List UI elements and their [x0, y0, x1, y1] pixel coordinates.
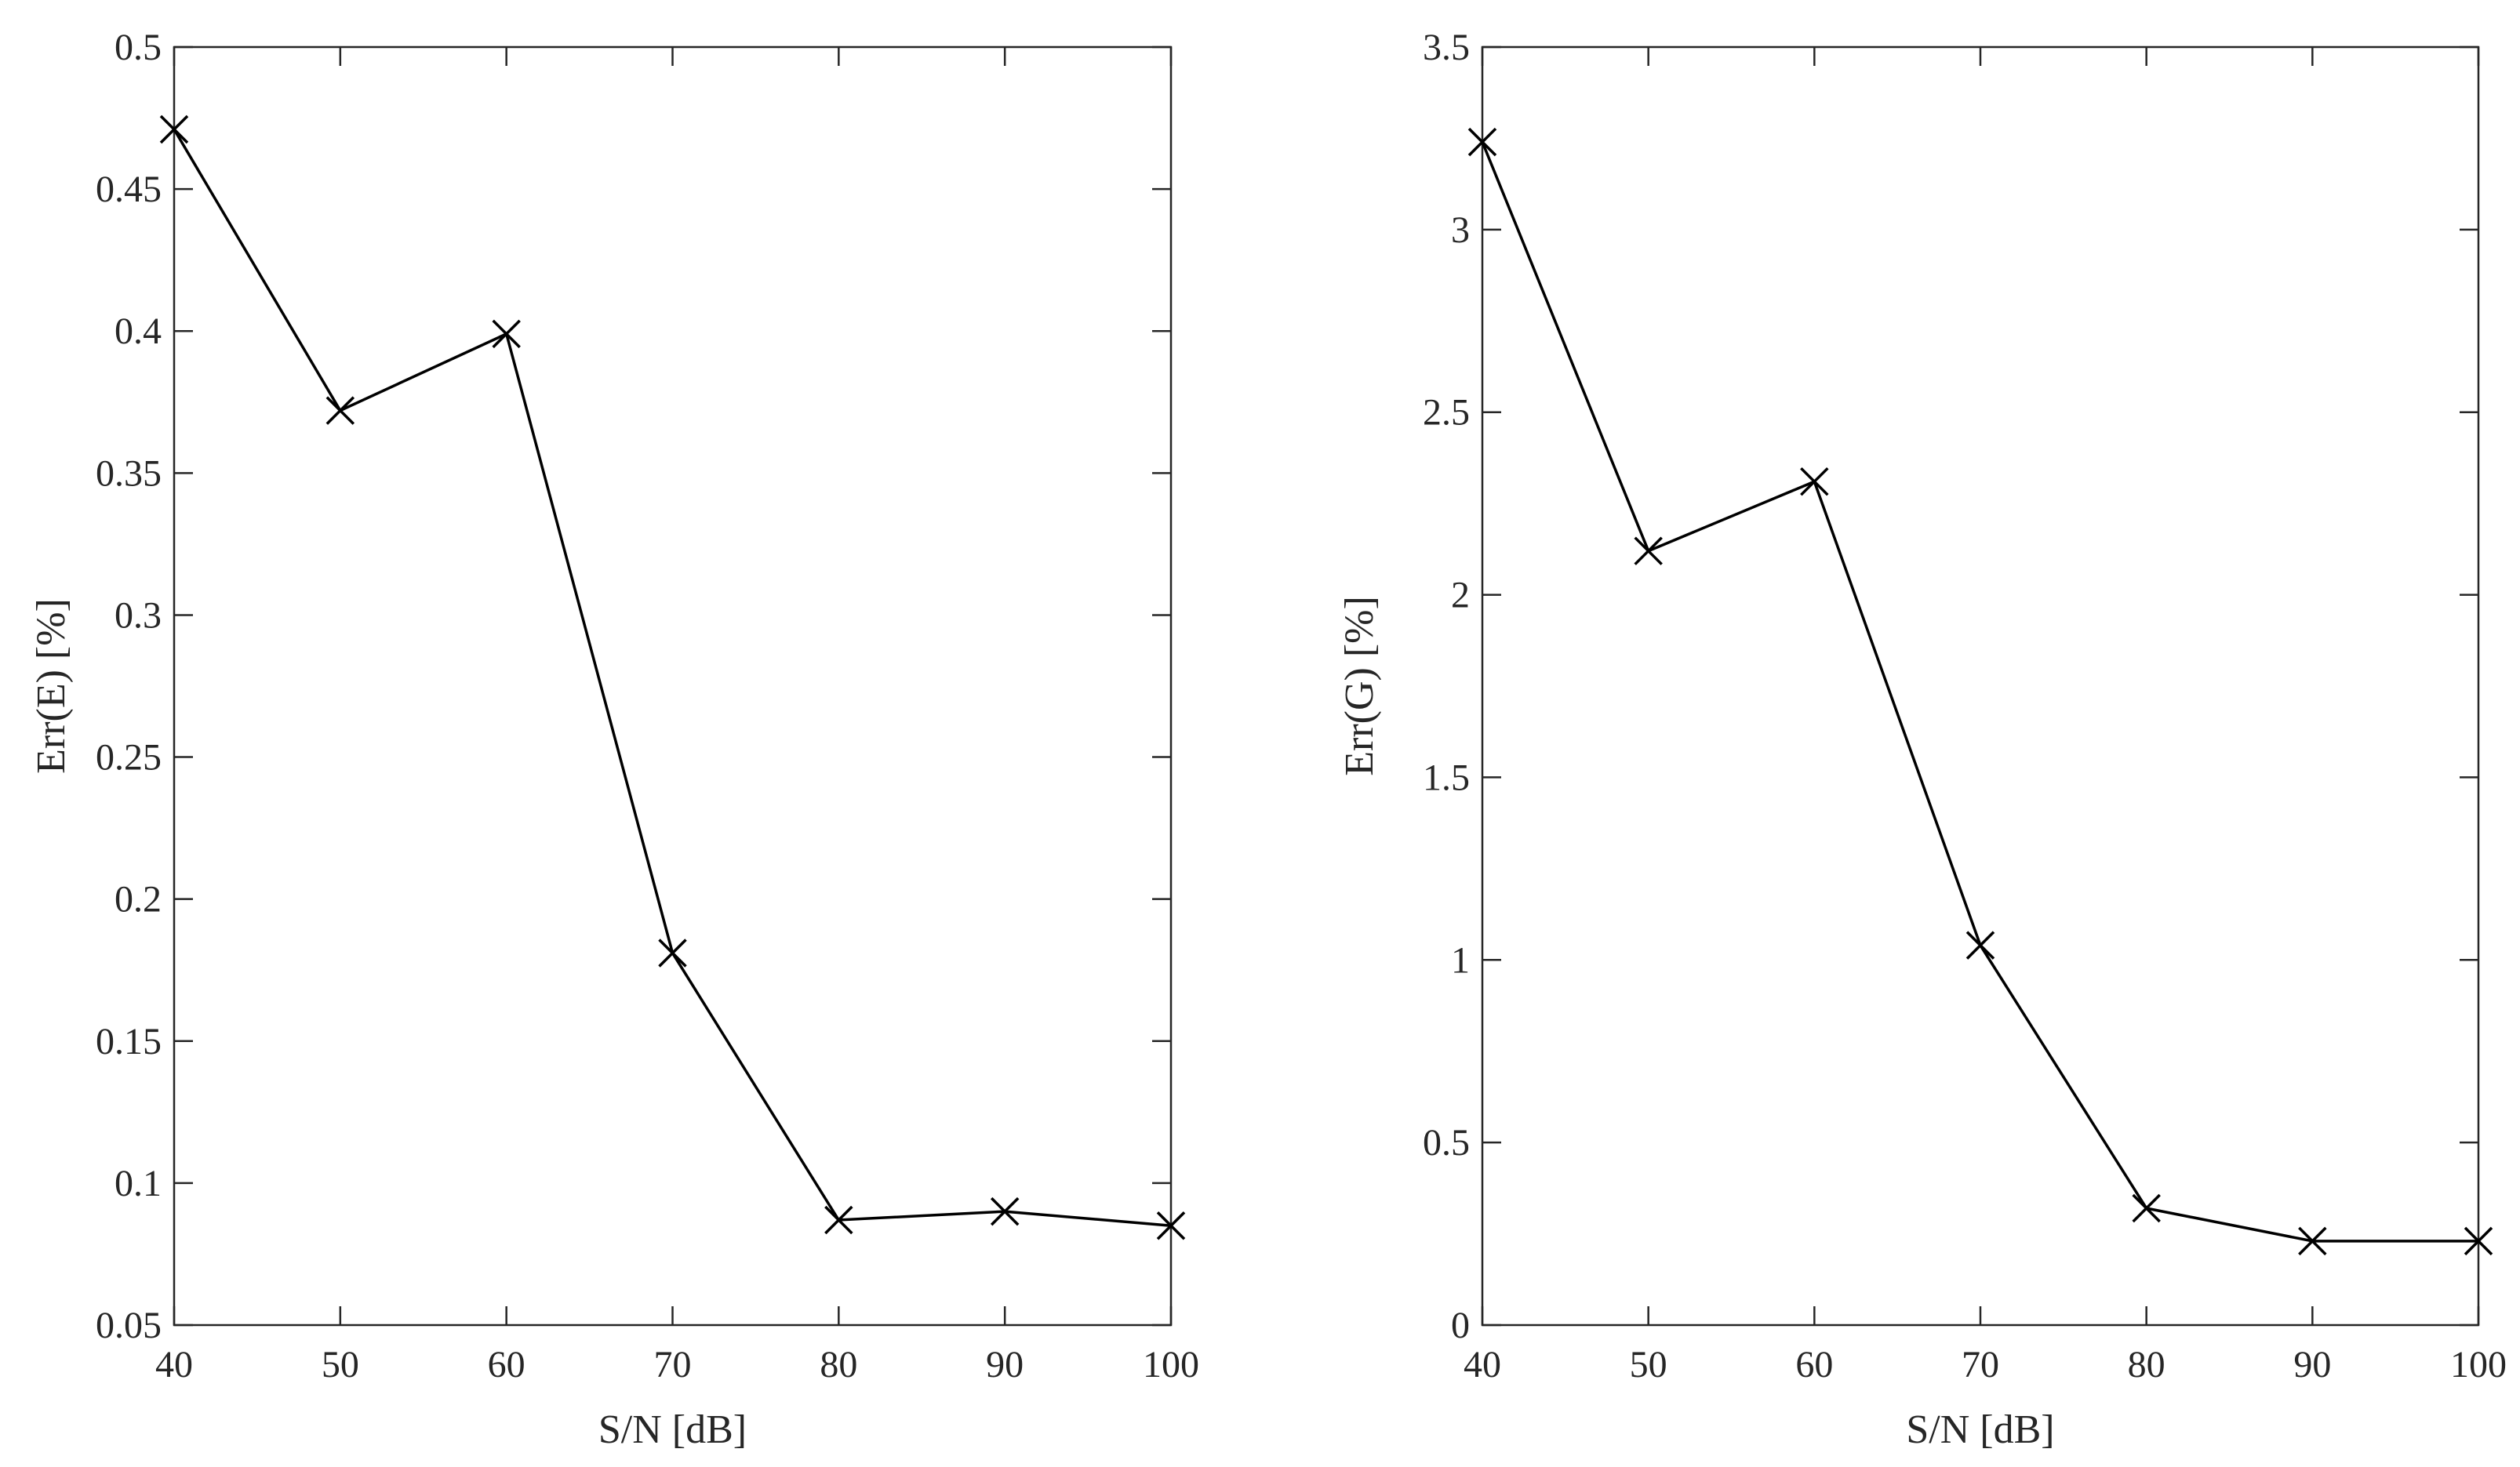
data-point-marker	[159, 114, 189, 144]
data-point-marker	[824, 1205, 853, 1235]
y-tick-label: 2.5	[1423, 392, 1470, 434]
y-tick-label: 0.5	[115, 27, 162, 68]
data-point-marker	[658, 939, 687, 968]
left-chart-panel: 40 50 60 70 80 90 100 0.05 0.1 0.15 0.2 0.25 0.3 0.35…	[29, 27, 1199, 1452]
x-tick-label: 40	[155, 1344, 193, 1385]
y-axis-label: Err(G) [%]	[1337, 596, 1382, 776]
data-point-marker	[990, 1196, 1020, 1226]
marker-stroke	[658, 939, 687, 968]
marker-stroke	[1634, 536, 1663, 565]
marker-stroke	[325, 396, 355, 425]
marker-stroke	[159, 114, 189, 144]
y-tick-label: 2	[1451, 575, 1470, 616]
x-tick-label: 70	[1962, 1344, 1999, 1385]
y-tick-label: 1.5	[1423, 757, 1470, 798]
marker-stroke	[2464, 1226, 2493, 1256]
series-line	[173, 129, 1172, 1227]
marker-stroke	[2298, 1226, 2327, 1256]
data-point-marker	[1965, 931, 1995, 960]
x-tick-label: 70	[654, 1344, 692, 1385]
y-tick-label: 0.45	[96, 169, 162, 210]
x-tick-label: 90	[986, 1344, 1024, 1385]
marker-stroke	[1467, 127, 1497, 157]
y-axis-label: Err(E) [%]	[29, 598, 74, 774]
data-point-marker	[325, 396, 355, 425]
x-tick-label: 80	[820, 1344, 857, 1385]
x-axis-label: S/N [dB]	[598, 1407, 747, 1452]
y-tick-label: 0.2	[115, 879, 162, 921]
data-point-marker	[1467, 127, 1497, 157]
y-tick-label: 0.4	[115, 310, 162, 352]
y-tick-label: 0.05	[96, 1305, 162, 1346]
marker-stroke	[824, 1205, 853, 1235]
y-tick-label: 0.3	[115, 594, 162, 636]
plot-area-frame	[1481, 45, 2480, 1327]
x-axis-label: S/N [dB]	[1906, 1407, 2054, 1452]
marker-stroke	[1965, 931, 1995, 960]
y-tick-label: 0.25	[96, 737, 162, 779]
y-tick-label: 0.35	[96, 452, 162, 494]
data-point-marker	[1634, 536, 1663, 565]
data-point-marker	[492, 319, 521, 349]
marker-stroke	[492, 319, 521, 349]
x-tick-label: 60	[488, 1344, 525, 1385]
marker-stroke	[1156, 1211, 1186, 1240]
data-point-marker	[1156, 1211, 1186, 1240]
x-tick-label: 80	[2128, 1344, 2165, 1385]
data-point-marker	[2298, 1226, 2327, 1256]
x-tick-label: 100	[2450, 1344, 2507, 1385]
x-tick-label: 50	[1630, 1344, 1667, 1385]
marker-stroke	[990, 1196, 1020, 1226]
right-chart-panel: 40 50 60 70 80 90 100 0 0.5 1 1.5 2 2.5 3 3.5 S/N [dB] E…	[1337, 27, 2507, 1452]
y-tick-label: 1	[1451, 939, 1470, 981]
data-point-marker	[1800, 467, 1829, 496]
y-tick-label: 0.1	[115, 1163, 162, 1204]
plot-area-frame	[173, 45, 1173, 1327]
x-tick-label: 100	[1143, 1344, 1199, 1385]
marker-stroke	[1800, 467, 1829, 496]
series-line	[1481, 141, 2478, 1243]
data-point-marker	[2132, 1193, 2161, 1223]
y-tick-label: 0.5	[1423, 1122, 1470, 1164]
x-tick-label: 90	[2293, 1344, 2331, 1385]
y-tick-label: 0.15	[96, 1021, 162, 1062]
x-tick-label: 40	[1464, 1344, 1501, 1385]
y-tick-label: 3	[1451, 209, 1470, 251]
x-tick-label: 50	[322, 1344, 359, 1385]
y-tick-label: 0	[1451, 1305, 1470, 1346]
data-point-marker	[2464, 1226, 2493, 1256]
x-tick-label: 60	[1795, 1344, 1833, 1385]
y-tick-label: 3.5	[1423, 27, 1470, 68]
marker-stroke	[2132, 1193, 2161, 1223]
